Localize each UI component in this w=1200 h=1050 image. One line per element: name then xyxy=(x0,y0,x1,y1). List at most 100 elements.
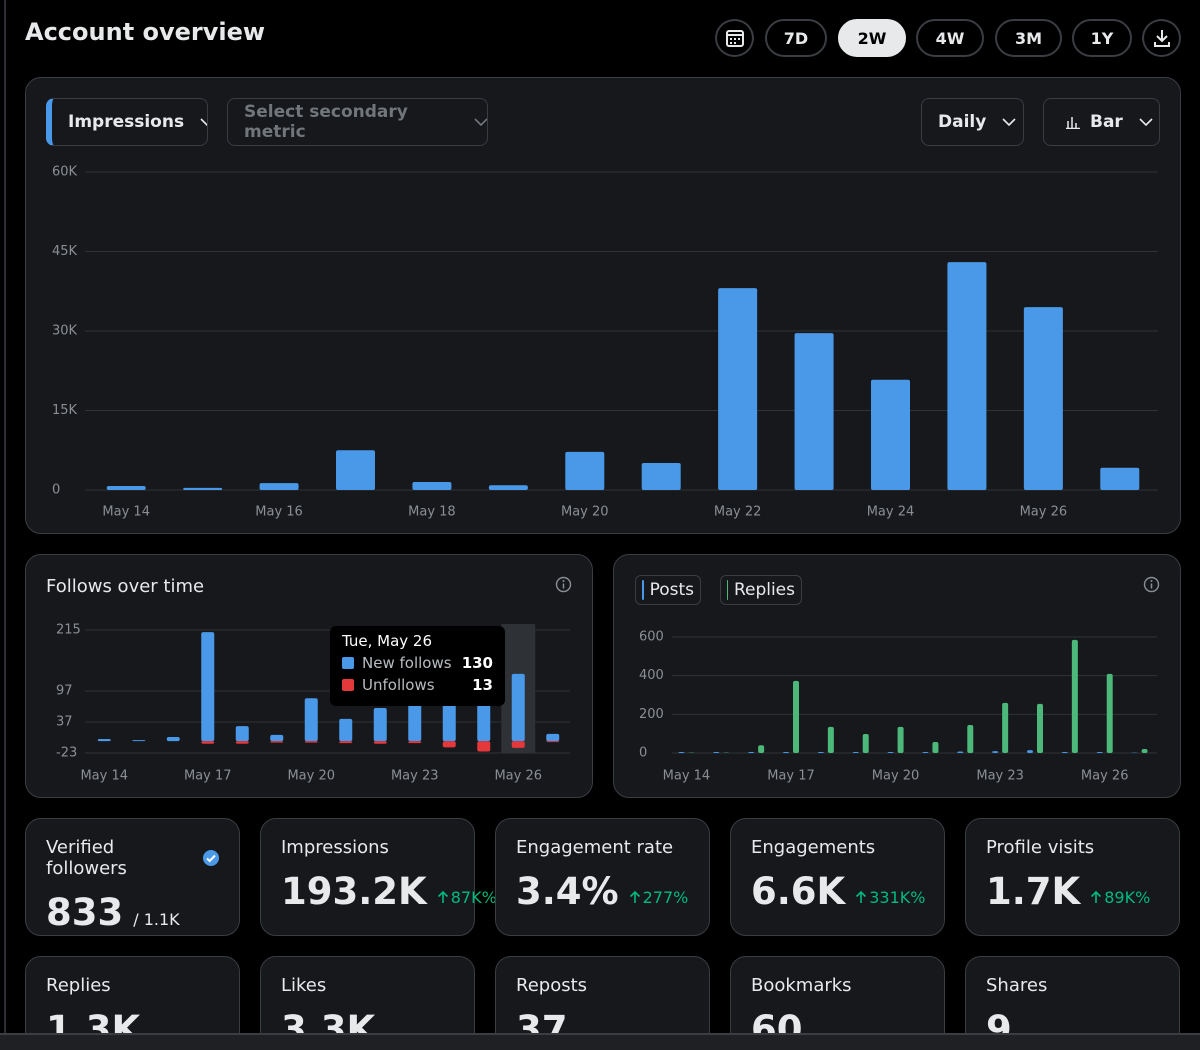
stat-label-row: Reposts xyxy=(516,975,689,996)
legend-item[interactable]: Replies xyxy=(720,575,802,605)
edge xyxy=(4,0,6,1050)
stat-label-row: Engagement rate xyxy=(516,837,689,858)
primary-metric-dropdown[interactable]: Impressions xyxy=(46,98,208,146)
range-button[interactable]: 2W xyxy=(838,19,906,57)
stat-change: 89K% xyxy=(1090,888,1150,907)
info-icon[interactable] xyxy=(555,576,572,593)
stat-label: Profile visits xyxy=(986,837,1095,858)
range-button[interactable]: 4W xyxy=(916,19,984,57)
stat-value: 60 xyxy=(751,1008,803,1033)
stat-change-value: 277% xyxy=(642,887,689,907)
range-button[interactable]: 3M xyxy=(995,19,1062,57)
stat-value: 833 xyxy=(46,891,124,934)
card-title: Follows over time xyxy=(46,576,205,597)
stat-value: 3.4% xyxy=(516,870,619,913)
stat-label: Engagement rate xyxy=(516,837,674,858)
secondary-metric-dropdown[interactable]: Select secondary metric xyxy=(227,98,488,146)
up-arrow xyxy=(629,890,640,903)
chart-type-dropdown[interactable]: Bar xyxy=(1043,98,1160,146)
stat-card: Engagements 6.6K 331K% xyxy=(730,818,945,936)
stat-card: Verified followers 833 / 1.1K xyxy=(25,818,240,936)
stat-label-row: Impressions xyxy=(281,837,454,858)
stat-card: Impressions 193.2K 87K% xyxy=(260,818,497,936)
tooltip-row: Unfollows 13 xyxy=(342,676,493,694)
stat-label: Reposts xyxy=(516,975,588,996)
arrow xyxy=(856,890,867,903)
tooltip-title: Tue, May 26 xyxy=(342,632,433,650)
stat-value-row: 9 xyxy=(986,1008,1159,1033)
dropdown-label: Bar xyxy=(1090,112,1123,132)
stat-label-row: Profile visits xyxy=(986,837,1159,858)
legend-swatch xyxy=(642,580,644,600)
stat-label: Impressions xyxy=(281,837,389,858)
stat-card: Reposts 37 xyxy=(495,956,710,1033)
tooltip: Tue, May 26 New follows 130 Unfollows 13 xyxy=(330,626,505,706)
swatch xyxy=(342,657,354,669)
interval-dropdown[interactable]: Daily xyxy=(921,98,1024,146)
stat-value-row: 6.6K 331K% xyxy=(751,870,926,913)
stat-change-value: 89K% xyxy=(1104,887,1151,907)
stat-label: Likes xyxy=(281,975,327,996)
chevron xyxy=(1139,118,1153,126)
stat-card: Shares 9 xyxy=(965,956,1180,1033)
up-arrow xyxy=(1091,890,1102,903)
stat-card: Bookmarks 60 xyxy=(730,956,945,1033)
stat-label-row: Replies xyxy=(46,975,219,996)
stat-value: 1.3K xyxy=(46,1008,141,1033)
stat-value-row: 1.7K 89K% xyxy=(986,870,1159,913)
dropdown-label: Daily xyxy=(938,112,987,132)
arrow xyxy=(437,890,448,903)
legend-label: Replies xyxy=(733,580,795,600)
stat-change: 277% xyxy=(629,887,689,907)
stat-label-row: Likes xyxy=(281,975,454,996)
stat-value-row: 3.4% 277% xyxy=(516,870,689,913)
stat-label-row: Verified followers xyxy=(46,837,219,879)
stat-value-row: 37 xyxy=(516,1008,689,1033)
stat-label: Bookmarks xyxy=(751,975,852,996)
tooltip-row: New follows 130 xyxy=(342,654,493,672)
stat-total: / 1.1K xyxy=(133,910,180,929)
tooltip-value: 130 xyxy=(461,654,493,672)
page-title: Account overview xyxy=(25,18,266,46)
range-button[interactable]: 1Y xyxy=(1072,19,1132,57)
up-arrow xyxy=(437,890,448,903)
legend-swatch xyxy=(727,580,728,600)
legend-item[interactable]: Posts xyxy=(635,575,701,605)
download-button[interactable] xyxy=(1142,19,1181,57)
stat-label-row: Engagements xyxy=(751,837,924,858)
bar-icon xyxy=(1066,117,1080,129)
calendar-icon xyxy=(725,30,744,47)
stat-value: 6.6K xyxy=(751,870,846,913)
stat-label: Shares xyxy=(986,975,1048,996)
stat-value: 37 xyxy=(516,1008,568,1033)
range-button[interactable]: 7D xyxy=(765,19,827,57)
legend-label: Posts xyxy=(649,580,694,600)
bottom-bar xyxy=(0,1033,1200,1050)
check xyxy=(205,854,216,863)
stat-label-row: Bookmarks xyxy=(751,975,924,996)
stat-value: 3.3K xyxy=(281,1008,376,1033)
stat-value-row: 1.3K xyxy=(46,1008,219,1033)
dropdown-label: Select secondary metric xyxy=(244,102,408,142)
stat-value: 1.7K xyxy=(986,870,1081,913)
up-arrow xyxy=(856,890,867,903)
arrow xyxy=(1091,890,1102,903)
dropdown-label: Impressions xyxy=(68,112,185,132)
stat-value-row: 60 xyxy=(751,1008,924,1033)
stat-label: Replies xyxy=(46,975,111,996)
stat-label-row: Shares xyxy=(986,975,1159,996)
stat-label: Engagements xyxy=(751,837,876,858)
calendar-button[interactable] xyxy=(715,19,754,57)
stat-label: Verified followers xyxy=(46,837,127,879)
chevron xyxy=(200,118,207,126)
download-icon xyxy=(1153,30,1170,47)
arrow xyxy=(629,890,640,903)
chevron xyxy=(474,118,487,126)
tooltip-series: New follows xyxy=(362,654,452,672)
stat-change-value: 331K% xyxy=(869,887,926,907)
info-icon[interactable] xyxy=(1143,576,1160,593)
badge xyxy=(202,850,219,866)
stat-card: Profile visits 1.7K 89K% xyxy=(965,818,1180,936)
